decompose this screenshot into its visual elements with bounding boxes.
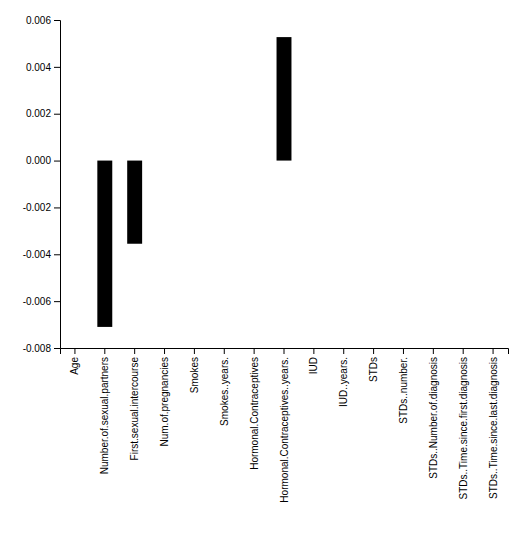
bar <box>396 160 411 161</box>
plot: -0.008 -0.006 -0.004 -0.002 0.000 0.002 0.004 0… <box>23 15 509 503</box>
y-tick-mark <box>54 301 60 302</box>
x-tick-mark <box>194 348 195 354</box>
x-tick-label: Age <box>69 357 80 375</box>
y-tick-mark <box>54 254 60 255</box>
x-tick: STDs..number. <box>398 348 409 424</box>
y-tick-label: 0.006 <box>26 15 51 26</box>
y-tick-mark <box>54 114 60 115</box>
bar <box>157 160 172 161</box>
x-tick-label: Hormonal.Contraceptives..years. <box>279 357 290 503</box>
bar <box>366 160 381 161</box>
x-tick-label: IUD <box>308 357 319 374</box>
x-tick-label: Number.of.sexual.partners <box>99 357 110 474</box>
y-tick-mark <box>54 67 60 68</box>
bar <box>277 37 292 160</box>
x-tick-mark <box>224 348 225 354</box>
x-tick-mark <box>463 348 464 354</box>
x-tick-mark <box>164 348 165 354</box>
x-tick-mark <box>284 348 285 354</box>
x-tick-label: STDs..number. <box>398 357 409 424</box>
bar <box>97 161 112 327</box>
x-tick-label: STDs <box>368 357 379 382</box>
y-tick-mark <box>54 207 60 208</box>
x-tick: STDs..Time.since.first.diagnosis <box>458 348 469 499</box>
y-tick: -0.008 <box>23 343 60 354</box>
x-tick-label: Smokes <box>189 357 200 393</box>
y-tick: -0.004 <box>23 249 60 260</box>
bar <box>306 160 321 161</box>
y-tick-mark <box>54 348 60 349</box>
x-tick-label: Hormonal.Contraceptives <box>249 357 260 470</box>
x-tick: Hormonal.Contraceptives..years. <box>279 348 290 503</box>
x-tick-mark <box>403 348 404 354</box>
x-tick: Age <box>69 348 80 375</box>
x-axis: Age Number.of.sexual.partners First.sexual… <box>61 348 509 503</box>
y-tick: -0.006 <box>23 296 60 307</box>
y-axis-line <box>54 21 61 349</box>
y-tick: 0.006 <box>26 15 60 26</box>
chart-svg: -0.008 -0.006 -0.004 -0.002 0.000 0.002 0.004 0… <box>0 0 528 548</box>
x-tick: Num.of.pregnancies <box>159 348 170 447</box>
y-tick-label: 0.004 <box>26 62 51 73</box>
x-tick: Smokes..years. <box>219 348 230 426</box>
y-tick-label: 0.000 <box>26 155 51 166</box>
bar <box>456 160 471 161</box>
y-tick: 0.000 <box>26 155 60 166</box>
x-tick: STDs..Time.since.last.diagnosis <box>488 348 499 499</box>
x-tick: Number.of.sexual.partners <box>99 348 110 474</box>
x-tick-mark <box>433 348 434 354</box>
x-tick-label: First.sexual.intercourse <box>129 357 140 461</box>
x-tick-mark <box>104 348 105 354</box>
y-tick: 0.004 <box>26 62 60 73</box>
y-axis: -0.008 -0.006 -0.004 -0.002 0.000 0.002 0.004 0… <box>23 15 61 354</box>
x-tick-label: STDs..Number.of.diagnosis <box>428 357 439 479</box>
x-tick: STDs..Number.of.diagnosis <box>428 348 439 479</box>
x-tick-label: STDs..Time.since.first.diagnosis <box>458 357 469 499</box>
y-tick-mark <box>54 161 60 162</box>
x-tick-mark <box>493 348 494 354</box>
x-tick-mark <box>343 348 344 354</box>
x-tick-label: Num.of.pregnancies <box>159 357 170 447</box>
x-tick: IUD..years. <box>338 348 349 407</box>
x-axis-line <box>61 349 509 355</box>
x-tick-label: IUD..years. <box>338 357 349 407</box>
bars <box>97 37 291 327</box>
x-tick-label: Smokes..years. <box>219 357 230 426</box>
x-tick-mark <box>313 348 314 354</box>
x-tick: Smokes <box>189 348 200 393</box>
bar <box>217 160 232 161</box>
y-tick-label: -0.008 <box>23 343 52 354</box>
bar <box>247 160 262 161</box>
x-tick-mark <box>373 348 374 354</box>
bar <box>426 160 441 161</box>
y-tick-label: -0.004 <box>23 249 52 260</box>
x-tick-mark <box>134 348 135 354</box>
x-tick-mark <box>254 348 255 354</box>
bar <box>486 160 501 161</box>
bar <box>67 160 82 161</box>
bar <box>336 160 351 161</box>
y-tick-mark <box>54 20 60 21</box>
bar <box>187 160 202 161</box>
x-tick-label: STDs..Time.since.last.diagnosis <box>488 357 499 499</box>
y-tick: 0.002 <box>26 108 60 119</box>
y-tick-label: -0.006 <box>23 296 52 307</box>
y-tick: -0.002 <box>23 202 60 213</box>
y-tick-label: 0.002 <box>26 108 51 119</box>
x-tick: IUD <box>308 348 319 374</box>
x-tick: First.sexual.intercourse <box>129 348 140 460</box>
bar <box>127 161 142 244</box>
y-tick-label: -0.002 <box>23 202 52 213</box>
x-tick: STDs <box>368 348 379 382</box>
x-tick-mark <box>74 348 75 354</box>
x-tick: Hormonal.Contraceptives <box>249 348 260 470</box>
